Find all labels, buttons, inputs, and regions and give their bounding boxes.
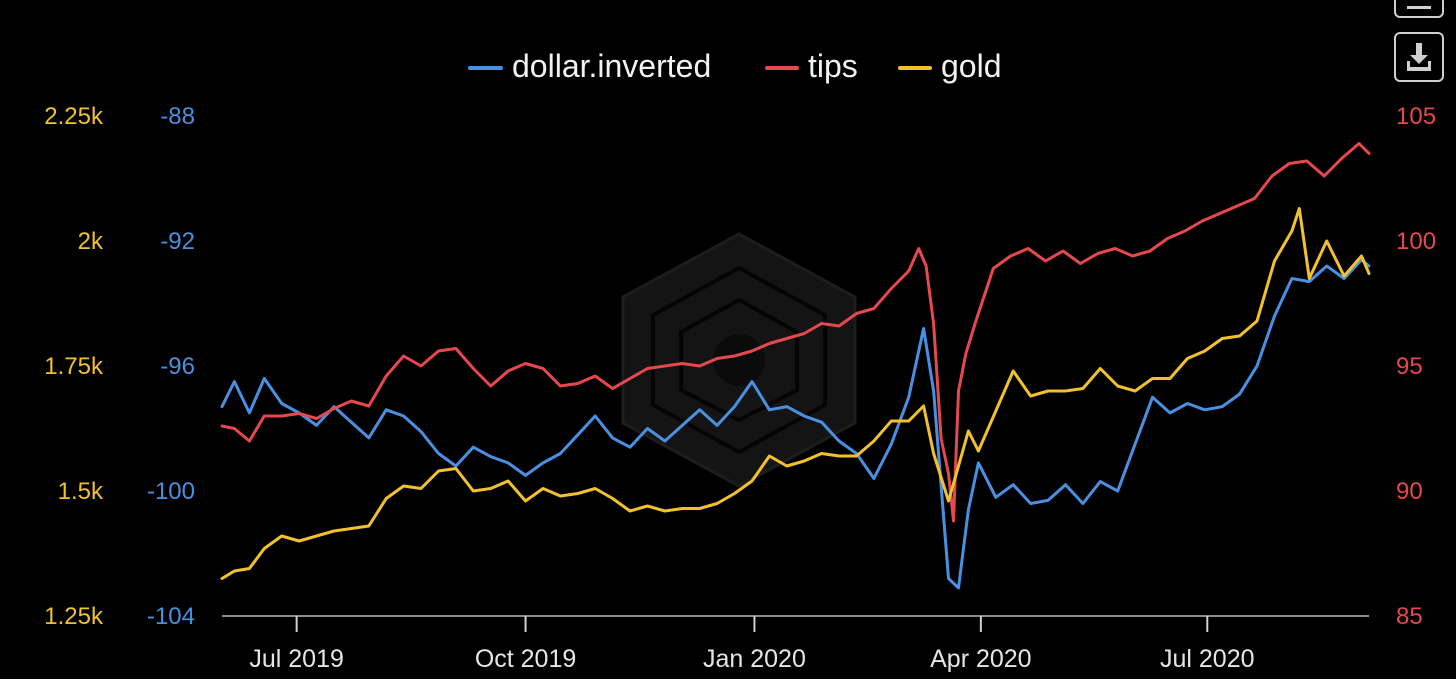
series-line-tips	[220, 142, 1371, 523]
x-tick-label: Jul 2019	[249, 645, 344, 673]
y-axis-tips: 105 100 95 90 85	[1396, 103, 1436, 630]
legend: dollar.inverted tips gold	[468, 48, 1002, 84]
y-tick-label-dollar-inverted: -100	[147, 478, 195, 505]
legend-label-tips: tips	[808, 48, 858, 84]
watermark-logo	[621, 232, 857, 488]
y-tick-label-dollar-inverted: -92	[160, 228, 195, 255]
series-line-dollar-inverted	[220, 258, 1371, 590]
x-tick-label: Jul 2020	[1160, 645, 1255, 673]
legend-label-dollar-inverted: dollar.inverted	[512, 48, 711, 84]
y-tick-label-tips: 105	[1396, 103, 1436, 130]
y-axis-gold: 2.25k 2k 1.75k 1.5k 1.25k	[44, 103, 104, 630]
download-button[interactable]	[1394, 32, 1444, 82]
y-tick-label-gold: 1.5k	[58, 478, 104, 505]
y-tick-label-dollar-inverted: -104	[147, 603, 195, 630]
y-tick-label-gold: 1.75k	[44, 353, 104, 380]
y-tick-label-dollar-inverted: -88	[160, 103, 195, 130]
y-tick-label-tips: 95	[1396, 353, 1423, 380]
series-line-gold	[220, 207, 1371, 580]
x-tick-label: Jan 2020	[703, 645, 806, 673]
x-tick-label: Apr 2020	[930, 645, 1031, 673]
series-layer	[220, 142, 1371, 590]
y-tick-label-tips: 85	[1396, 603, 1423, 630]
y-tick-label-tips: 100	[1396, 228, 1436, 255]
y-tick-label-tips: 90	[1396, 478, 1423, 505]
y-axis-dollar-inverted: -88 -92 -96 -100 -104	[147, 103, 195, 630]
y-tick-label-dollar-inverted: -96	[160, 353, 195, 380]
download-icon	[1407, 43, 1431, 71]
menu-button[interactable]	[1394, 0, 1444, 18]
x-tick-label: Oct 2019	[475, 645, 576, 673]
menu-icon	[1407, 6, 1431, 9]
y-tick-label-gold: 2k	[78, 228, 104, 255]
y-tick-label-gold: 2.25k	[44, 103, 104, 130]
x-axis: Jul 2019 Oct 2019 Jan 2020 Apr 2020 Jul 2020	[249, 616, 1255, 673]
legend-label-gold: gold	[941, 48, 1002, 84]
y-tick-label-gold: 1.25k	[44, 603, 104, 630]
